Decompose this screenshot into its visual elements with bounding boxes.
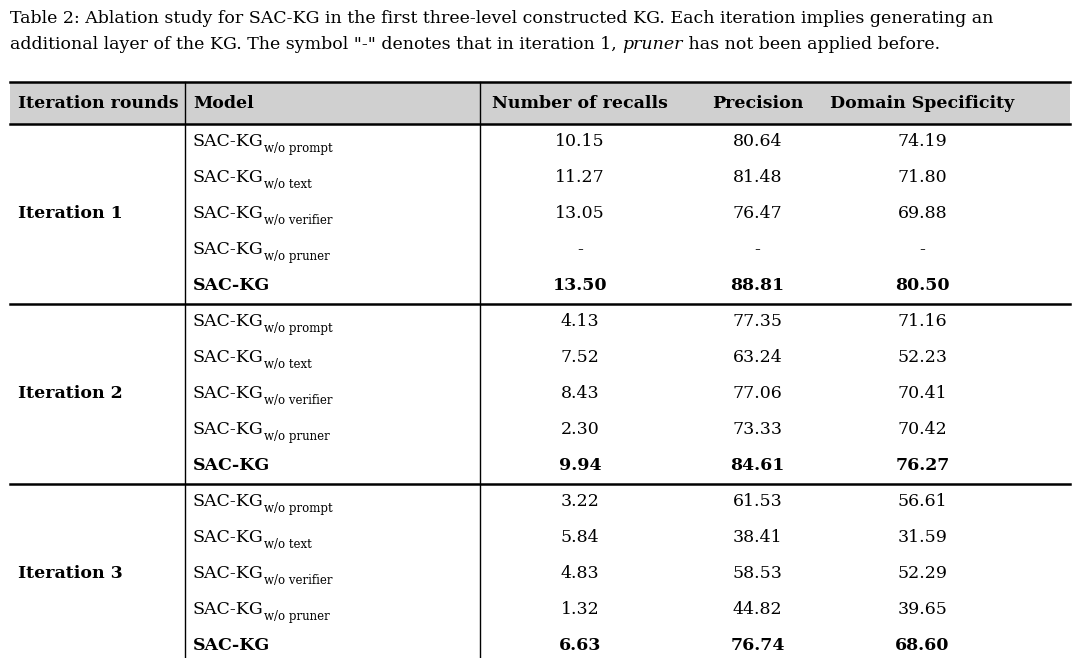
Text: SAC-KG: SAC-KG bbox=[193, 457, 270, 474]
Text: SAC-KG: SAC-KG bbox=[193, 530, 264, 547]
Text: w/o verifier: w/o verifier bbox=[264, 574, 333, 587]
Text: Precision: Precision bbox=[712, 95, 804, 111]
Text: 9.94: 9.94 bbox=[558, 457, 602, 474]
Text: 4.83: 4.83 bbox=[561, 565, 599, 582]
Text: 31.59: 31.59 bbox=[897, 530, 947, 547]
Text: 76.74: 76.74 bbox=[730, 638, 785, 655]
Text: 44.82: 44.82 bbox=[732, 601, 782, 619]
Text: w/o prompt: w/o prompt bbox=[264, 142, 333, 155]
Text: 63.24: 63.24 bbox=[732, 349, 782, 367]
Text: 13.50: 13.50 bbox=[553, 278, 607, 295]
Text: 7.52: 7.52 bbox=[561, 349, 599, 367]
Text: 2.30: 2.30 bbox=[561, 422, 599, 438]
Text: w/o pruner: w/o pruner bbox=[264, 430, 329, 443]
Text: 71.16: 71.16 bbox=[897, 313, 947, 330]
Text: SAC-KG: SAC-KG bbox=[193, 134, 264, 151]
Text: 3.22: 3.22 bbox=[561, 494, 599, 511]
Text: 4.13: 4.13 bbox=[561, 313, 599, 330]
Text: SAC-KG: SAC-KG bbox=[193, 601, 264, 619]
Text: -: - bbox=[577, 241, 583, 259]
Text: Iteration 3: Iteration 3 bbox=[18, 565, 123, 582]
Text: w/o pruner: w/o pruner bbox=[264, 610, 329, 623]
Text: 74.19: 74.19 bbox=[897, 134, 947, 151]
Text: SAC-KG: SAC-KG bbox=[193, 349, 264, 367]
Text: w/o text: w/o text bbox=[264, 538, 311, 551]
Text: -: - bbox=[755, 241, 760, 259]
Text: 80.64: 80.64 bbox=[732, 134, 782, 151]
Text: has not been applied before.: has not been applied before. bbox=[683, 36, 940, 53]
Text: 6.63: 6.63 bbox=[558, 638, 602, 655]
Text: SAC-KG: SAC-KG bbox=[193, 638, 270, 655]
Text: SAC-KG: SAC-KG bbox=[193, 565, 264, 582]
Text: Model: Model bbox=[193, 95, 254, 111]
Text: 77.06: 77.06 bbox=[732, 386, 782, 403]
Text: Iteration rounds: Iteration rounds bbox=[18, 95, 178, 111]
Text: 70.42: 70.42 bbox=[897, 422, 947, 438]
Text: 76.47: 76.47 bbox=[732, 205, 782, 222]
Text: w/o verifier: w/o verifier bbox=[264, 214, 333, 227]
Text: Iteration 2: Iteration 2 bbox=[18, 386, 123, 403]
Text: SAC-KG: SAC-KG bbox=[193, 205, 264, 222]
Text: 61.53: 61.53 bbox=[732, 494, 782, 511]
Text: 73.33: 73.33 bbox=[732, 422, 783, 438]
Text: 56.61: 56.61 bbox=[897, 494, 947, 511]
Text: SAC-KG: SAC-KG bbox=[193, 494, 264, 511]
Text: 70.41: 70.41 bbox=[897, 386, 947, 403]
Text: 8.43: 8.43 bbox=[561, 386, 599, 403]
Text: Table 2: Ablation study for SAC-KG in the first three-level constructed KG. Each: Table 2: Ablation study for SAC-KG in th… bbox=[10, 10, 994, 27]
Text: 1.32: 1.32 bbox=[561, 601, 599, 619]
Text: 10.15: 10.15 bbox=[555, 134, 605, 151]
Text: 81.48: 81.48 bbox=[732, 170, 782, 186]
Text: 11.27: 11.27 bbox=[555, 170, 605, 186]
Text: -: - bbox=[919, 241, 926, 259]
Text: Number of recalls: Number of recalls bbox=[492, 95, 667, 111]
Text: SAC-KG: SAC-KG bbox=[193, 386, 264, 403]
Text: 84.61: 84.61 bbox=[730, 457, 785, 474]
Text: additional layer of the KG. The symbol "-" denotes that in iteration 1,: additional layer of the KG. The symbol "… bbox=[10, 36, 622, 53]
Text: 77.35: 77.35 bbox=[732, 313, 783, 330]
Text: SAC-KG: SAC-KG bbox=[193, 422, 264, 438]
Text: 71.80: 71.80 bbox=[897, 170, 947, 186]
Text: 58.53: 58.53 bbox=[732, 565, 782, 582]
Text: w/o text: w/o text bbox=[264, 178, 311, 191]
Text: w/o text: w/o text bbox=[264, 358, 311, 371]
Text: SAC-KG: SAC-KG bbox=[193, 170, 264, 186]
Text: 69.88: 69.88 bbox=[897, 205, 947, 222]
Bar bbox=[10, 82, 1070, 124]
Text: 13.05: 13.05 bbox=[555, 205, 605, 222]
Text: 5.84: 5.84 bbox=[561, 530, 599, 547]
Text: 52.29: 52.29 bbox=[897, 565, 947, 582]
Text: 68.60: 68.60 bbox=[895, 638, 949, 655]
Text: 39.65: 39.65 bbox=[897, 601, 947, 619]
Text: 76.27: 76.27 bbox=[895, 457, 949, 474]
Text: w/o verifier: w/o verifier bbox=[264, 394, 333, 407]
Text: SAC-KG: SAC-KG bbox=[193, 241, 264, 259]
Text: Iteration 1: Iteration 1 bbox=[18, 205, 123, 222]
Text: SAC-KG: SAC-KG bbox=[193, 278, 270, 295]
Text: 52.23: 52.23 bbox=[897, 349, 947, 367]
Text: Domain Specificity: Domain Specificity bbox=[831, 95, 1014, 111]
Text: w/o prompt: w/o prompt bbox=[264, 322, 333, 335]
Text: 80.50: 80.50 bbox=[895, 278, 949, 295]
Text: pruner: pruner bbox=[622, 36, 683, 53]
Text: 88.81: 88.81 bbox=[730, 278, 784, 295]
Text: 38.41: 38.41 bbox=[732, 530, 782, 547]
Text: SAC-KG: SAC-KG bbox=[193, 313, 264, 330]
Text: w/o pruner: w/o pruner bbox=[264, 250, 329, 263]
Text: w/o prompt: w/o prompt bbox=[264, 502, 333, 515]
